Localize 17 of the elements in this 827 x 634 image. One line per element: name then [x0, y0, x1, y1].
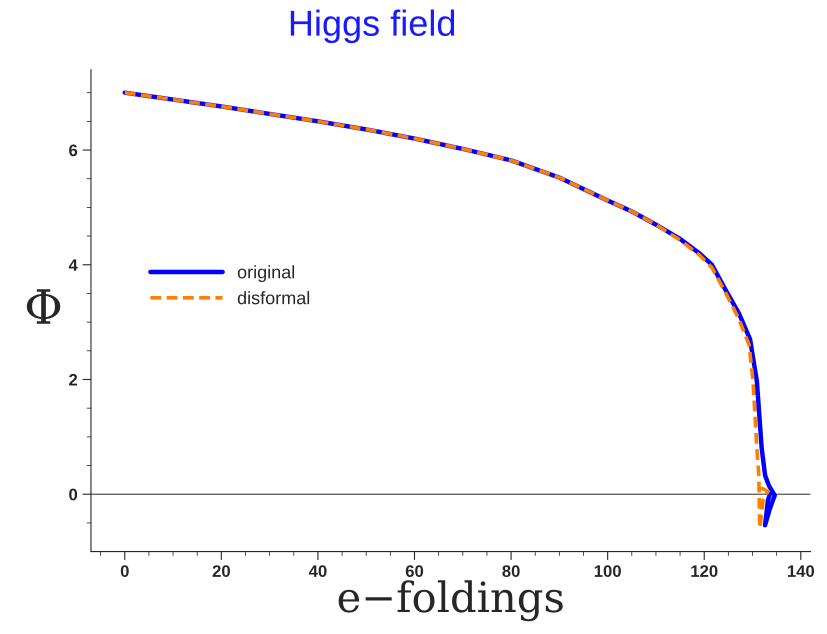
- y-axis-title: Φ: [26, 289, 60, 324]
- x-tick-label: 20: [212, 565, 230, 578]
- x-tick-label: 40: [308, 565, 327, 578]
- x-tick-label: 0: [120, 565, 129, 578]
- x-tick-label: 140: [788, 565, 814, 578]
- x-tick-label: 80: [502, 565, 520, 578]
- x-axis-title: e−foldings: [338, 580, 563, 622]
- y-tick-label: 0: [69, 488, 78, 500]
- legend-label: original: [238, 265, 294, 282]
- x-tick-label: 100: [594, 565, 621, 578]
- legend-label: disformal: [238, 291, 310, 304]
- y-tick-label: 4: [68, 259, 78, 271]
- x-tick-label: 120: [691, 565, 718, 578]
- x-tick-label: 60: [406, 565, 424, 578]
- y-tick-label: 6: [69, 144, 78, 156]
- chart-title: Higgs field: [290, 10, 454, 44]
- y-tick-label: 2: [69, 374, 78, 386]
